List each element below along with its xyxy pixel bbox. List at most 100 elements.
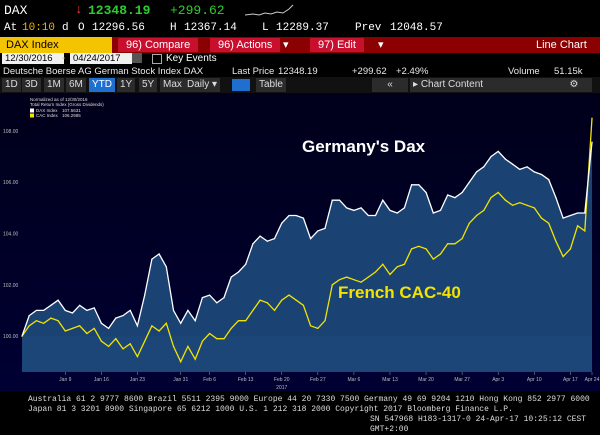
compare-button[interactable]: 96) Compare [118, 38, 199, 52]
down-arrow-icon: ↓ [75, 2, 83, 17]
cac-point [425, 248, 427, 250]
period-1m-button[interactable]: 1M [44, 78, 64, 92]
settings-gear-icon[interactable]: ⚙ [556, 78, 592, 92]
dax-point [208, 294, 211, 296]
cac-point [490, 196, 492, 199]
dax-point [411, 184, 413, 186]
dax-point [151, 258, 153, 260]
cac-point [512, 204, 514, 206]
security-description: Deutsche Boerse AG German Stock Index DA… [3, 66, 204, 77]
cac-point [259, 299, 261, 301]
dax-point [115, 317, 117, 319]
frequency-select[interactable]: Daily ▾ [184, 78, 221, 92]
cac-point [165, 322, 167, 324]
cac-point [266, 302, 268, 304]
legend-subtitle: Total Return Index (Gross Dividends) [30, 102, 104, 107]
last-price-label: Last Price [232, 66, 275, 77]
cac-point [28, 325, 30, 327]
footer-line-3: SN 547968 H183-1317-0 24-Apr-17 10:25:12… [370, 415, 587, 434]
dax-point [389, 209, 391, 212]
cac-point [35, 320, 38, 322]
chart-type-label: Line Chart [536, 39, 587, 51]
dax-point [584, 212, 586, 214]
cac-point [497, 191, 499, 194]
dax-point [79, 304, 81, 306]
cac-point [201, 340, 203, 342]
dax-point [346, 207, 348, 209]
d-label: d [62, 22, 69, 34]
quote-header: DAX ↓ 12348.19 +299.62 [0, 0, 600, 20]
security-field[interactable]: DAX Index [0, 37, 112, 53]
period-3d-button[interactable]: 3D [22, 78, 41, 92]
x-tick-label: Feb 6 [203, 377, 216, 383]
cac-point [360, 281, 362, 283]
dax-point [468, 181, 470, 183]
cac-point [310, 325, 312, 327]
last-price: 12348.19 [88, 3, 151, 18]
cac-point [569, 248, 571, 250]
dax-point [71, 312, 74, 314]
cac-point [346, 276, 348, 278]
security-info-row: Deutsche Boerse AG German Stock Index DA… [0, 65, 600, 77]
cac-point [208, 332, 211, 335]
collapse-arrows-icon[interactable]: « [372, 78, 408, 92]
dax-point [295, 214, 297, 217]
dax-point [562, 217, 564, 219]
legend-header: Normalized as of 12/30/2016 [30, 97, 88, 102]
dax-point [324, 227, 326, 229]
function-toolbar: DAX Index 96) Compare 96) Actions ▾ 97) … [0, 37, 600, 53]
footer-line-1: Australia 61 2 9777 8600 Brazil 5511 239… [28, 395, 590, 404]
dax-point [576, 212, 579, 214]
y-tick-label: 108.00 [3, 129, 19, 135]
key-events-checkbox[interactable] [152, 54, 162, 64]
y-tick-label: 100.00 [3, 334, 19, 340]
volume-value: 51.15k [554, 66, 583, 77]
period-ytd-button[interactable]: YTD [89, 78, 115, 92]
line-chart-icon[interactable] [232, 79, 250, 91]
dax-point [526, 166, 528, 168]
open-price: 12296.56 [92, 22, 145, 34]
quote-time: 10:10 [22, 22, 56, 34]
cac-point [367, 276, 369, 278]
range-dash: - [62, 53, 66, 64]
table-button[interactable]: Table [256, 78, 286, 92]
dax-point [288, 214, 290, 217]
x-tick-label: Feb 13 [238, 377, 254, 383]
cac-point [584, 230, 586, 232]
dax-point [367, 214, 369, 217]
actions-dropdown-icon[interactable]: ▾ [283, 39, 289, 51]
x-tick-label: Apr 10 [527, 377, 542, 383]
dax-point [497, 150, 499, 153]
period-1d-button[interactable]: 1D [2, 78, 21, 92]
cac-point [447, 243, 449, 245]
period-max-button[interactable]: Max [160, 78, 185, 92]
edit-dropdown-icon[interactable]: ▾ [378, 39, 384, 51]
dax-point [475, 171, 478, 173]
dax-point [180, 322, 182, 324]
period-6m-button[interactable]: 6M [66, 78, 86, 92]
start-date-input[interactable]: 12/30/2016 [2, 53, 64, 64]
dax-point [129, 309, 131, 312]
x-tick-label: Apr 24 [585, 377, 600, 383]
end-date-input[interactable]: 04/24/2017 [70, 53, 132, 64]
prev-label: Prev [355, 22, 382, 34]
dax-point [504, 158, 507, 160]
x-tick-label: Mar 13 [382, 377, 398, 383]
period-1y-button[interactable]: 1Y [117, 78, 136, 92]
period-5y-button[interactable]: 5Y [139, 78, 158, 92]
dax-point [35, 309, 38, 312]
period-toolbar: 1D 3D 1M 6M YTD 1Y 5Y Max Daily ▾ Table … [0, 77, 600, 93]
cac-point [288, 294, 290, 296]
cac-point [64, 330, 66, 332]
actions-button[interactable]: 96) Actions [210, 38, 281, 52]
dax-point [245, 263, 247, 265]
date-range-row: 12/30/2016 - 04/24/2017 Key Events [0, 53, 600, 65]
price-chart: 100.00 102.00 104.00 106.00 108.00 Jan 9 Jan 1… [0, 93, 600, 391]
cac-point [374, 271, 377, 273]
chart-content-button[interactable]: ▸ Chart Content [410, 78, 556, 92]
calendar-icon[interactable] [132, 53, 142, 63]
edit-button[interactable]: 97) Edit [310, 38, 364, 52]
frequency-value: Daily [187, 79, 210, 90]
x-tick-label: Jan 31 [173, 377, 188, 383]
prev-close: 12048.57 [390, 22, 443, 34]
